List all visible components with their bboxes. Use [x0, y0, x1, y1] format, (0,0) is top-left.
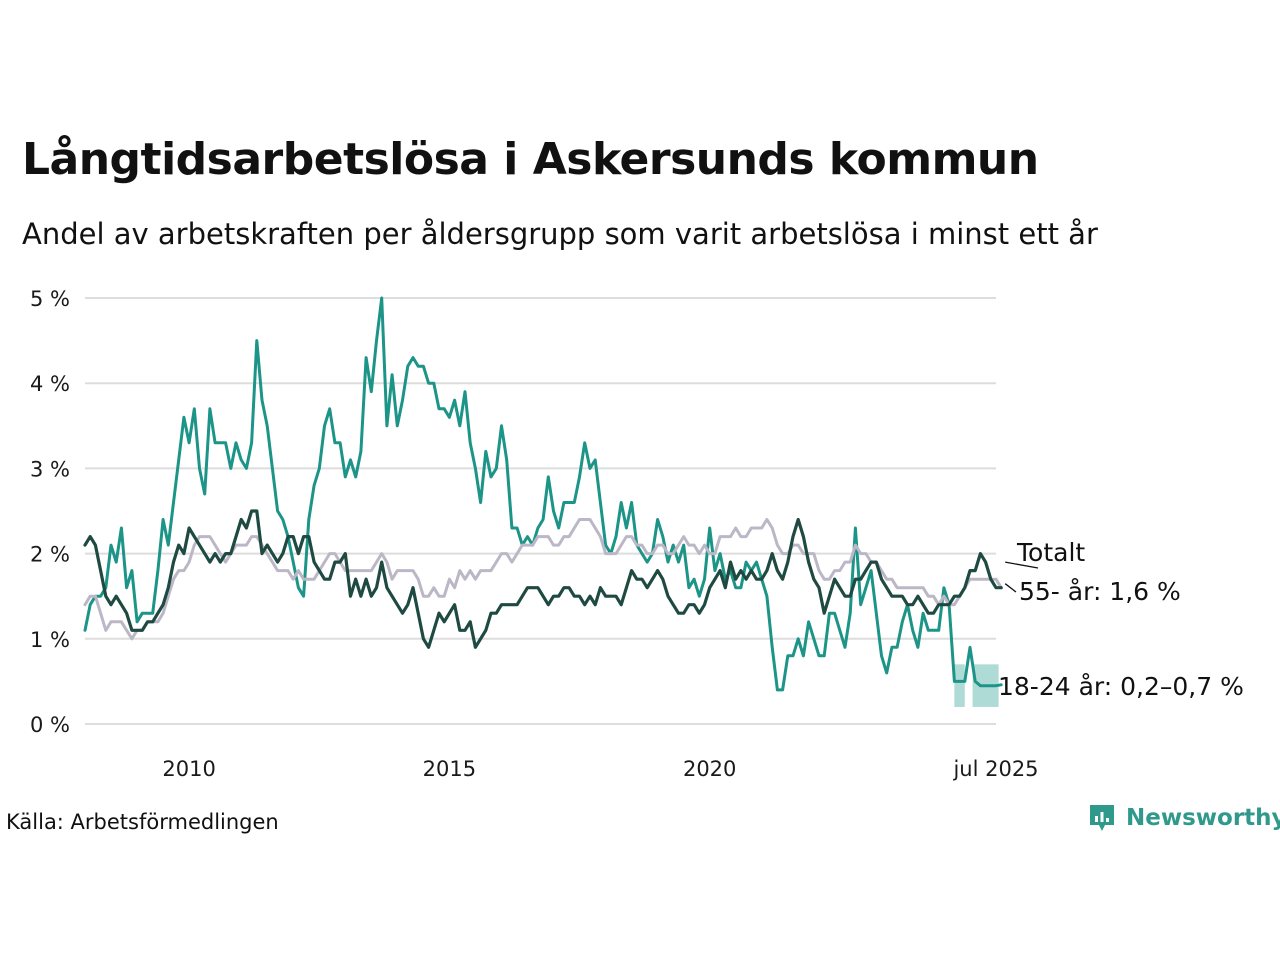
- source-note: Källa: Arbetsförmedlingen: [6, 810, 279, 834]
- y-axis-ticks: 0 % 1 % 2 % 3 % 4 % 5 %: [30, 287, 70, 737]
- x-tick-label: 2020: [683, 757, 736, 781]
- end-labels: Totalt 55- år: 1,6 % 18-24 år: 0,2–0,7 %: [998, 538, 1244, 701]
- label-leader-55: [1004, 583, 1017, 593]
- x-axis-ticks: 2010 2015 2020 jul 2025: [162, 757, 1038, 781]
- brand-logo: Newsworthy: [1088, 803, 1280, 833]
- label-18-24: 18-24 år: 0,2–0,7 %: [998, 672, 1244, 701]
- y-tick-label: 4 %: [30, 372, 70, 396]
- x-tick-label: jul 2025: [952, 757, 1038, 781]
- newsworthy-logo-icon: [1090, 805, 1114, 831]
- series-line-age1824: [83, 296, 1003, 692]
- series-lines: [83, 296, 1003, 692]
- series-line-age55: [83, 518, 1003, 641]
- y-tick-label: 0 %: [30, 713, 70, 737]
- x-tick-label: 2015: [423, 757, 476, 781]
- band-segment-18-24: [954, 664, 965, 707]
- series-line-total: [83, 509, 1003, 649]
- chart-subtitle: Andel av arbetskraften per åldersgrupp s…: [22, 217, 1098, 251]
- gridlines: [85, 297, 996, 725]
- label-totalt: Totalt: [1016, 538, 1085, 567]
- label-55: 55- år: 1,6 %: [1019, 577, 1181, 606]
- y-tick-label: 5 %: [30, 287, 70, 311]
- brand-name: Newsworthy: [1126, 805, 1280, 831]
- y-tick-label: 3 %: [30, 457, 70, 481]
- label-leader-totalt: [1005, 561, 1039, 569]
- y-tick-label: 2 %: [30, 543, 70, 567]
- y-tick-label: 1 %: [30, 628, 70, 652]
- x-tick-label: 2010: [162, 757, 215, 781]
- chart-title: Långtidsarbetslösa i Askersunds kommun: [22, 134, 1039, 185]
